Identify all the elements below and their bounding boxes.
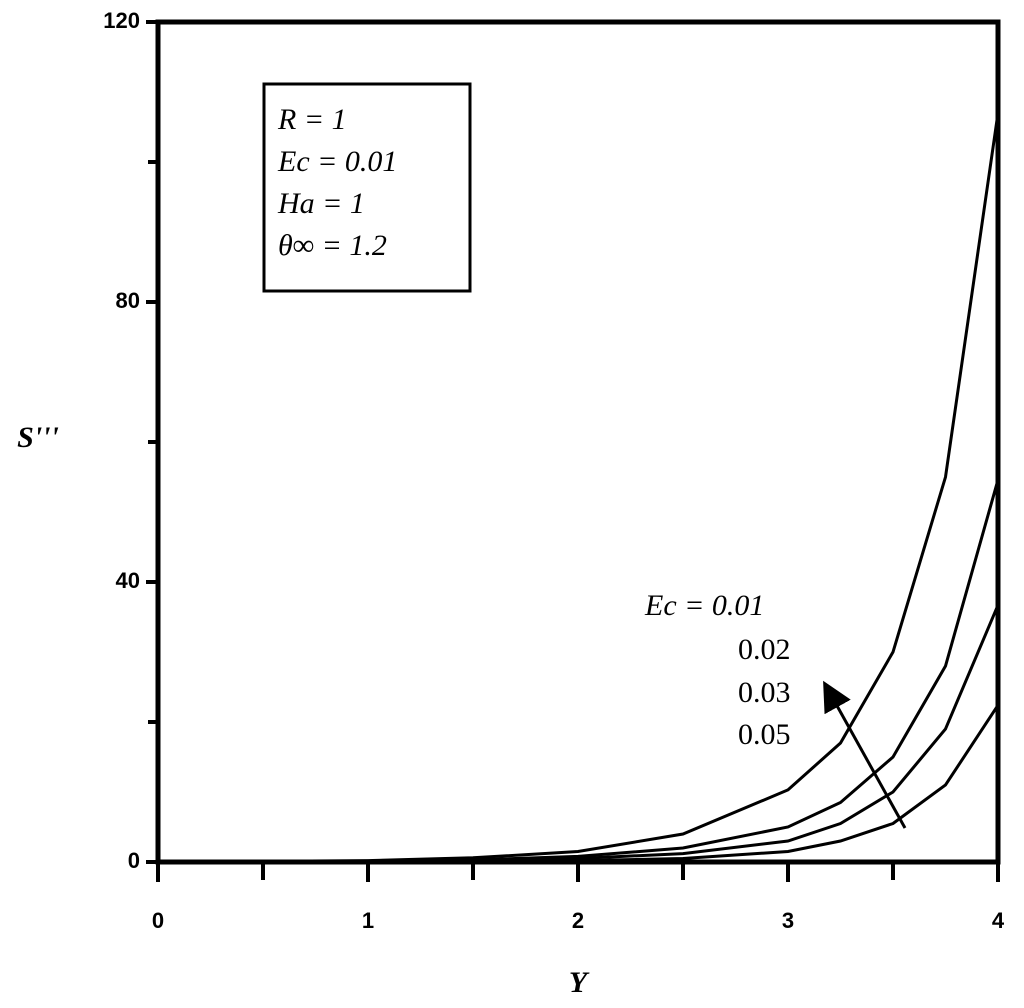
x-tick-label: 0: [152, 908, 164, 933]
y-tick-label: 120: [103, 8, 140, 33]
series-line: [158, 704, 1000, 864]
param-label: θ∞ = 1.2: [278, 229, 387, 262]
series-line: [157, 604, 1000, 864]
param-box: [262, 82, 472, 293]
series-annotation: 0.05: [738, 718, 791, 751]
series-annotation: Ec = 0.01: [644, 589, 764, 622]
series-line: [157, 112, 1000, 864]
x-tick-label: 3: [782, 908, 794, 933]
y-tick-label: 80: [116, 288, 140, 313]
x-tick-label: 1: [362, 908, 374, 933]
y-tick-label: 0: [128, 848, 140, 873]
param-label: Ha = 1: [277, 187, 365, 220]
series-annotation: 0.03: [738, 676, 791, 709]
series-annotation: 0.02: [738, 633, 791, 666]
param-label: R = 1: [277, 103, 347, 136]
y-tick-label: 40: [116, 568, 140, 593]
x-tick-label: 4: [992, 908, 1005, 933]
trend-arrow: [823, 680, 907, 829]
x-axis-label: Y: [569, 966, 590, 999]
param-label: Ec = 0.01: [277, 145, 397, 178]
y-axis-label: S''': [17, 421, 59, 454]
x-tick-label: 2: [572, 908, 584, 933]
